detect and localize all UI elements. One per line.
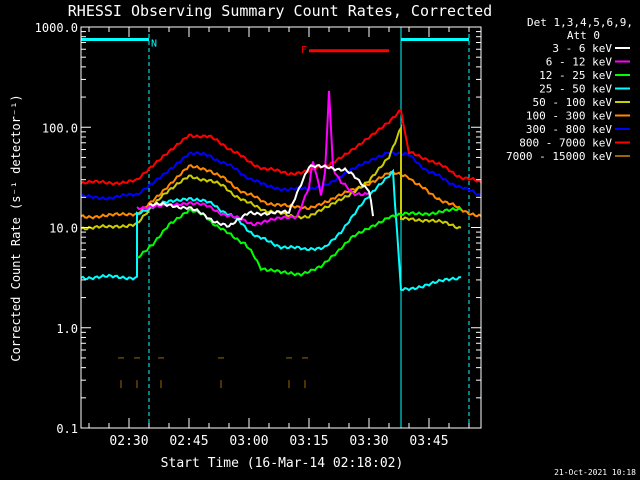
y-tick-label: 10.0 xyxy=(49,222,78,236)
data-series xyxy=(80,90,482,389)
x-tick-label: 03:00 xyxy=(229,434,268,449)
legend-label: 3 - 6 keV xyxy=(552,42,612,55)
legend-label: 50 - 100 keV xyxy=(533,96,613,109)
y-axis-label: Corrected Count Rate (s⁻¹ detector⁻¹) xyxy=(9,94,23,361)
legend-label: 6 - 12 keV xyxy=(546,56,613,69)
y-tick-label: 1000.0 xyxy=(35,21,78,35)
footer-date: 21-Oct-2021 10:18 xyxy=(554,468,636,477)
y-axis-ticks: 0.1 1.0 10.0 100.0 1000.0 xyxy=(35,21,481,436)
plot-frame xyxy=(80,26,482,429)
legend-label: 12 - 25 keV xyxy=(539,69,612,82)
x-tick-label: 03:45 xyxy=(409,434,448,449)
legend-label: 800 - 7000 keV xyxy=(519,137,612,150)
vertical-markers xyxy=(80,27,470,428)
annotation-N: N xyxy=(151,39,157,50)
x-tick-label: 03:15 xyxy=(289,434,328,449)
series-line-6-12keV xyxy=(136,90,370,227)
series-line-300-800keV xyxy=(80,150,482,201)
legend-label: 100 - 300 keV xyxy=(526,110,612,123)
plot-area: 0.1 1.0 10.0 100.0 1000.0 02:30 02:45 03:00 03:… xyxy=(35,21,482,449)
series-line-3-6keV xyxy=(148,164,374,228)
annotations: NF xyxy=(151,39,307,57)
legend-label: 300 - 800 keV xyxy=(526,123,612,136)
y-tick-label: 1.0 xyxy=(56,322,78,336)
legend-label: 7000 - 15000 keV xyxy=(506,150,612,163)
legend-label: 25 - 50 keV xyxy=(539,83,612,96)
x-tick-label: 02:45 xyxy=(169,434,208,449)
legend-header-line-2: Att 0 xyxy=(567,29,600,42)
series-line-100-300keV xyxy=(80,164,482,220)
chart-title: RHESSI Observing Summary Count Rates, Co… xyxy=(68,2,492,20)
y-tick-label: 100.0 xyxy=(42,121,78,135)
x-axis-ticks: 02:30 02:45 03:00 03:15 03:30 03:45 xyxy=(88,27,470,449)
legend-header-line-1: Det 1,3,4,5,6,9, xyxy=(527,16,633,29)
series-line-25-50keV xyxy=(80,168,462,292)
annotation-F: F xyxy=(301,45,307,56)
x-tick-label: 03:30 xyxy=(349,434,388,449)
y-tick-label: 0.1 xyxy=(56,422,78,436)
x-tick-label: 02:30 xyxy=(109,434,148,449)
series-line-800-7000keV xyxy=(80,109,482,186)
flag-bars xyxy=(81,38,469,53)
series-line-12-25keV xyxy=(136,206,462,277)
x-axis-label: Start Time (16-Mar-14 02:18:02) xyxy=(161,456,404,471)
